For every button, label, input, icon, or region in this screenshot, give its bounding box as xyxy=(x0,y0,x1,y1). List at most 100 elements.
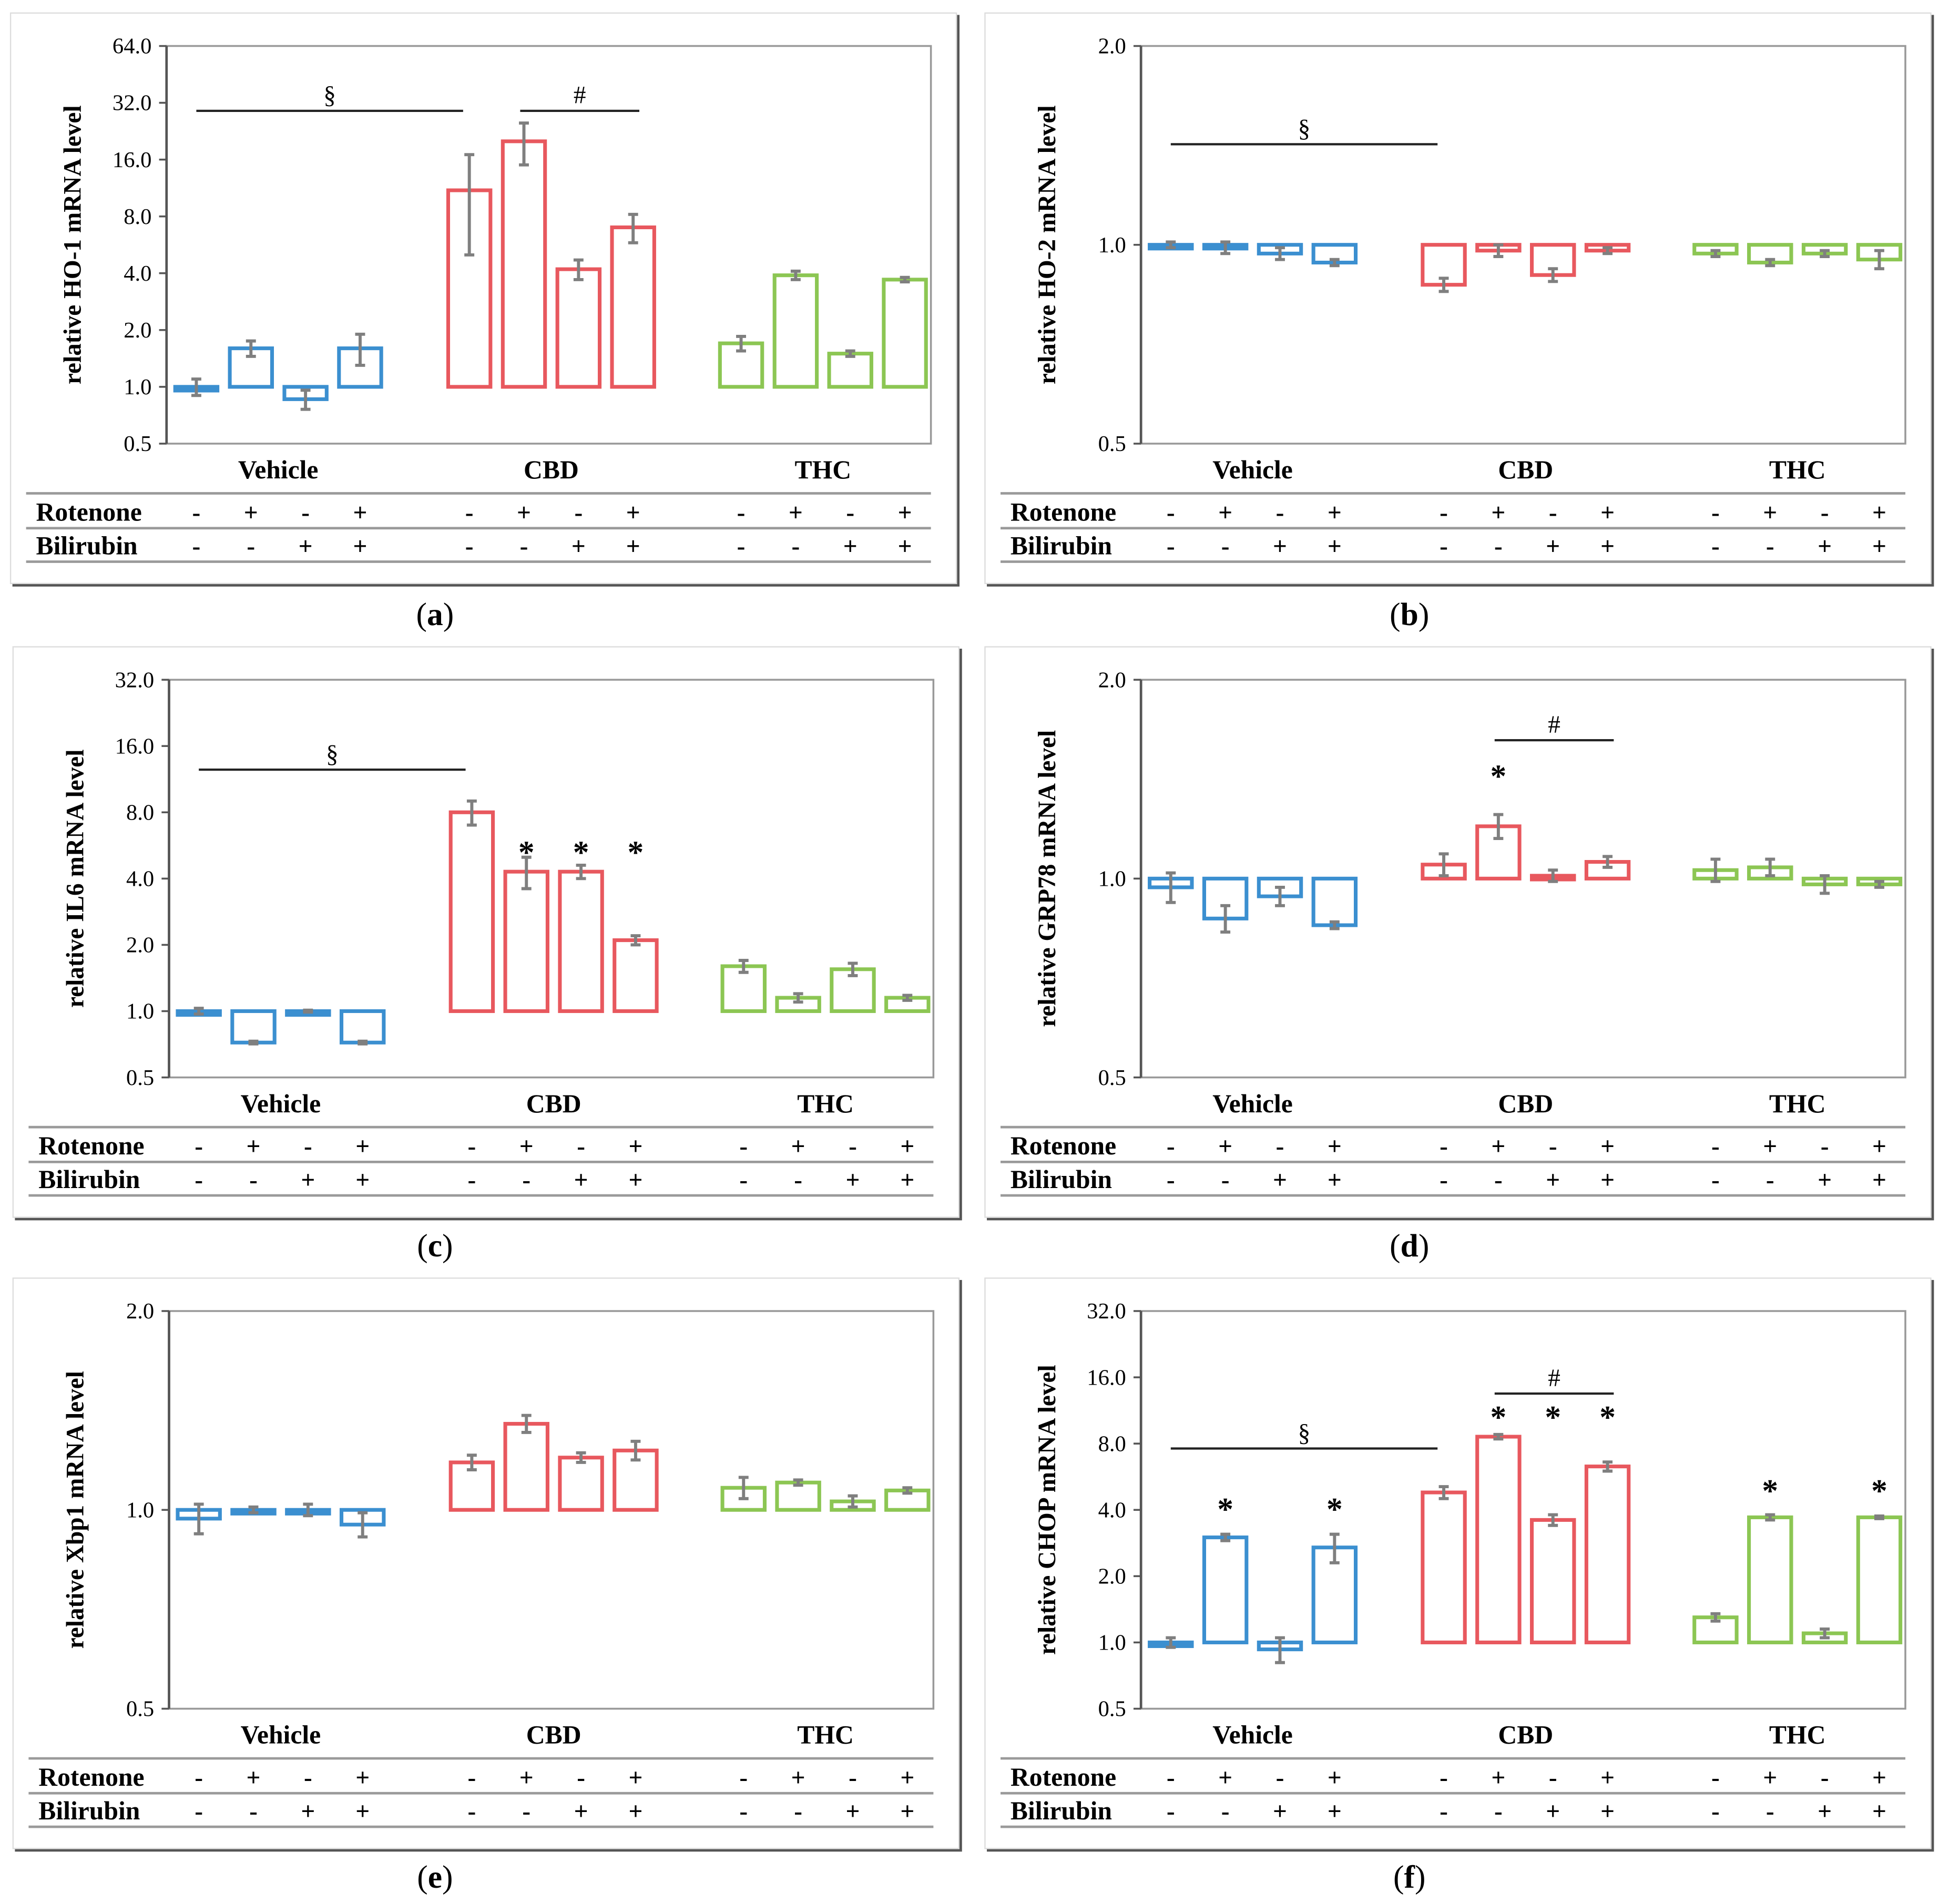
rotenone-sign: + xyxy=(1763,499,1777,527)
rotenone-sign: + xyxy=(789,499,803,527)
rotenone-sign: - xyxy=(192,499,201,527)
y-tick-label: 0.5 xyxy=(126,1066,154,1090)
bar-cbd-2 xyxy=(503,869,549,1014)
bilirubin-sign: - xyxy=(465,533,474,560)
significance-asterisk: * xyxy=(1217,1492,1233,1528)
bilirubin-sign: - xyxy=(195,1166,203,1194)
bilirubin-sign: + xyxy=(1273,1798,1287,1825)
rotenone-sign: + xyxy=(1763,1764,1777,1792)
bilirubin-sign: - xyxy=(1221,1166,1230,1194)
row-label-bilirubin: Bilirubin xyxy=(1011,1796,1112,1825)
bilirubin-sign: + xyxy=(299,533,313,560)
bar-cbd-2 xyxy=(501,139,547,389)
bar-thc-1 xyxy=(718,341,764,389)
rotenone-sign: - xyxy=(468,1133,476,1160)
bilirubin-sign: - xyxy=(1221,533,1230,560)
rotenone-sign: - xyxy=(577,1764,585,1792)
rotenone-sign: - xyxy=(195,1764,203,1792)
bilirubin-sign: - xyxy=(794,1166,802,1194)
rotenone-sign: + xyxy=(1491,1133,1505,1160)
rotenone-sign: - xyxy=(304,1133,312,1160)
bilirubin-sign: + xyxy=(626,533,640,560)
significance-marker: § xyxy=(1298,1419,1311,1447)
significance-marker: # xyxy=(1548,1365,1560,1392)
group-label-vehicle: Vehicle xyxy=(1212,455,1293,484)
bar-thc-4 xyxy=(882,278,928,389)
y-tick-label: 2.0 xyxy=(1098,668,1126,692)
bilirubin-sign: + xyxy=(900,1166,914,1194)
bar-cbd-1 xyxy=(448,810,495,1014)
caption-a: (a) xyxy=(416,596,454,633)
y-tick-label: 1.0 xyxy=(126,1498,154,1522)
rotenone-sign: - xyxy=(849,1133,857,1160)
bilirubin-sign: + xyxy=(1872,1798,1886,1825)
bilirubin-sign: + xyxy=(301,1166,315,1194)
rotenone-sign: - xyxy=(1549,1133,1557,1160)
panel-a: 0.5 1.0 2.0 4.0 8.0 16.0 32.0 64.0 relative HO-1… xyxy=(9,12,957,585)
bilirubin-sign: - xyxy=(792,533,800,560)
rotenone-sign: + xyxy=(900,1133,914,1160)
bilirubin-sign: - xyxy=(1494,533,1503,560)
rotenone-sign: - xyxy=(1821,1764,1829,1792)
y-axis-label: relative CHOP mRNA level xyxy=(1034,1365,1061,1655)
rotenone-sign: + xyxy=(247,1764,261,1792)
caption-b: (b) xyxy=(1390,596,1430,633)
row-label-bilirubin: Bilirubin xyxy=(36,531,138,560)
group-label-vehicle: Vehicle xyxy=(1212,1721,1293,1749)
bilirubin-sign: + xyxy=(1328,533,1342,560)
bilirubin-sign: + xyxy=(1600,533,1615,560)
bar-cbd-1 xyxy=(1421,1490,1467,1644)
y-tick-label: 2.0 xyxy=(126,933,154,958)
significance-asterisk: * xyxy=(1599,1400,1616,1436)
y-tick-label: 0.5 xyxy=(1098,1066,1126,1090)
bilirubin-sign: - xyxy=(1167,533,1175,560)
y-tick-label: 16.0 xyxy=(113,148,151,172)
group-label-vehicle: Vehicle xyxy=(241,1089,321,1118)
group-label-cbd: CBD xyxy=(524,455,579,484)
bilirubin-sign: - xyxy=(1440,1166,1448,1194)
y-tick-label: 16.0 xyxy=(115,734,154,759)
plot-area xyxy=(1140,1310,1906,1710)
rotenone-sign: + xyxy=(898,499,912,527)
significance-asterisk: * xyxy=(1326,1492,1343,1528)
rotenone-sign: + xyxy=(519,1133,534,1160)
y-tick-label: 8.0 xyxy=(124,204,151,229)
bilirubin-sign: + xyxy=(1273,533,1287,560)
rotenone-sign: + xyxy=(1872,1764,1886,1792)
bar-vehicle-2 xyxy=(230,1009,277,1045)
bilirubin-sign: + xyxy=(1328,1798,1342,1825)
rotenone-sign: - xyxy=(577,1133,585,1160)
bilirubin-sign: + xyxy=(843,533,858,560)
group-label-vehicle: Vehicle xyxy=(241,1721,321,1749)
bilirubin-sign: + xyxy=(1328,1166,1342,1194)
bilirubin-sign: + xyxy=(900,1798,914,1825)
bilirubin-sign: + xyxy=(1872,1166,1886,1194)
bilirubin-sign: + xyxy=(628,1798,642,1825)
bilirubin-sign: - xyxy=(1167,1798,1175,1825)
group-label-thc: THC xyxy=(797,1721,854,1749)
y-tick-label: 4.0 xyxy=(1098,1498,1126,1522)
bilirubin-sign: + xyxy=(1872,533,1886,560)
rotenone-sign: - xyxy=(1440,1764,1448,1792)
y-tick-label: 4.0 xyxy=(126,867,154,892)
rotenone-sign: - xyxy=(737,499,746,527)
bilirubin-sign: + xyxy=(1600,1166,1615,1194)
bar-cbd-4 xyxy=(613,938,659,1014)
bar-cbd-3 xyxy=(558,1456,604,1512)
rotenone-sign: - xyxy=(1167,1764,1175,1792)
rotenone-sign: + xyxy=(244,499,258,527)
group-label-vehicle: Vehicle xyxy=(1212,1089,1293,1118)
bilirubin-sign: - xyxy=(249,1798,258,1825)
significance-asterisk: * xyxy=(1871,1473,1887,1509)
bar-cbd-4 xyxy=(610,225,656,389)
rotenone-sign: + xyxy=(1328,499,1342,527)
bilirubin-sign: + xyxy=(845,1798,860,1825)
rotenone-sign: - xyxy=(465,499,474,527)
bilirubin-sign: - xyxy=(468,1798,476,1825)
rotenone-sign: - xyxy=(1821,1133,1829,1160)
rotenone-sign: + xyxy=(1218,499,1232,527)
rotenone-sign: - xyxy=(195,1133,203,1160)
rotenone-sign: + xyxy=(519,1764,534,1792)
bilirubin-sign: + xyxy=(1273,1166,1287,1194)
rotenone-sign: - xyxy=(1711,1133,1720,1160)
